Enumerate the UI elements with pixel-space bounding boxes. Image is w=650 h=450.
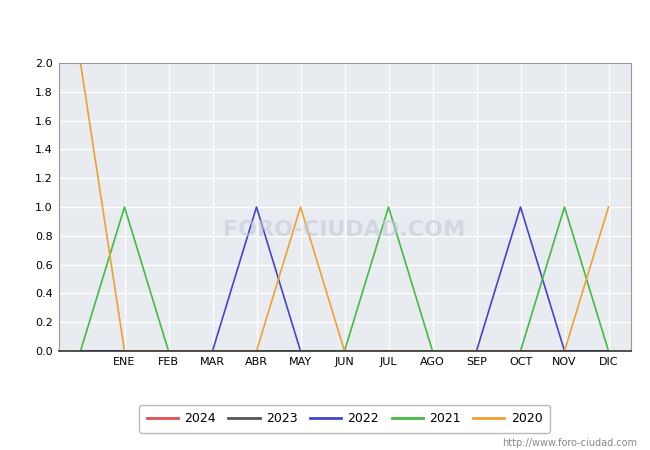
Text: http://www.foro-ciudad.com: http://www.foro-ciudad.com <box>502 438 637 448</box>
Text: Matriculaciones de Vehiculos en Campillo de Ranas: Matriculaciones de Vehiculos en Campillo… <box>112 14 538 32</box>
Text: FORO-CIUDAD.COM: FORO-CIUDAD.COM <box>224 220 465 240</box>
Legend: 2024, 2023, 2022, 2021, 2020: 2024, 2023, 2022, 2021, 2020 <box>139 405 550 433</box>
